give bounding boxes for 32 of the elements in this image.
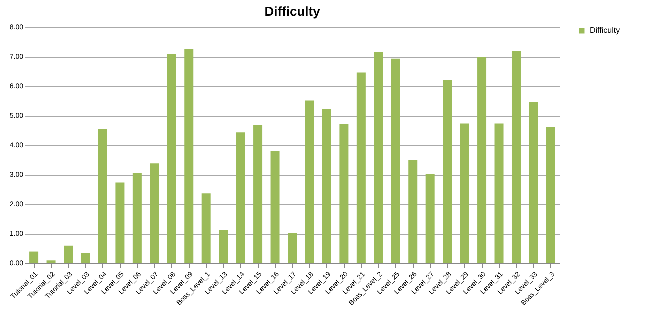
bar	[546, 127, 556, 263]
bar	[374, 52, 384, 263]
bar	[64, 246, 74, 263]
legend-label: Difficulty	[590, 26, 620, 35]
bar	[167, 54, 176, 263]
bar	[30, 252, 39, 263]
bar	[184, 49, 194, 263]
bar	[150, 164, 160, 263]
bar	[132, 173, 142, 263]
bar	[460, 124, 470, 263]
bar	[288, 234, 297, 263]
bar	[478, 57, 487, 263]
bar	[443, 80, 452, 263]
bar	[426, 174, 435, 263]
bar	[81, 253, 90, 263]
bar	[529, 102, 538, 263]
bar	[494, 124, 504, 263]
bar	[202, 194, 211, 263]
bar	[340, 124, 349, 263]
bar	[322, 109, 332, 263]
bar	[236, 132, 246, 263]
bar	[254, 124, 263, 263]
bar	[391, 58, 400, 263]
bar	[305, 100, 314, 263]
bar	[512, 51, 521, 263]
bar	[408, 160, 418, 263]
bar	[356, 72, 366, 263]
bar	[219, 230, 228, 263]
bar	[270, 151, 280, 263]
chart-title: Difficulty	[264, 4, 322, 19]
bar	[116, 182, 125, 263]
bar	[98, 129, 108, 263]
